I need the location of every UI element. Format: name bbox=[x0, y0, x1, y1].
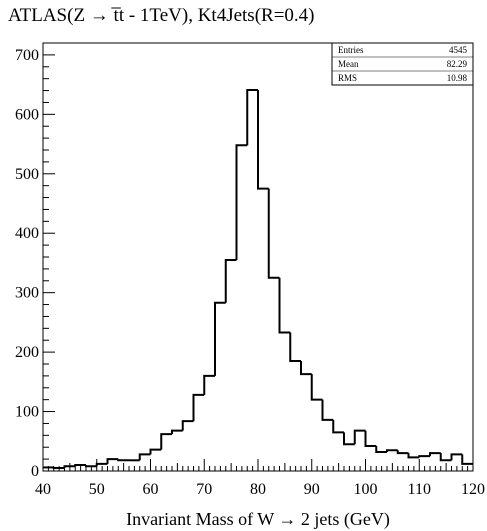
x-axis: 40 50 60 70 80 90 100 110 120 bbox=[35, 459, 485, 498]
histogram-bin bbox=[74, 464, 86, 467]
histogram-bin bbox=[278, 277, 291, 334]
histogram-bin bbox=[289, 332, 301, 363]
histogram-bin bbox=[364, 430, 377, 448]
x-tick-label: 50 bbox=[89, 481, 105, 498]
histogram-bin bbox=[95, 462, 108, 467]
y-tick-label: 600 bbox=[15, 106, 39, 123]
histogram-bin bbox=[450, 453, 463, 461]
y-tick-label: 200 bbox=[15, 344, 39, 361]
histogram-bin bbox=[171, 429, 183, 435]
histogram-bin bbox=[235, 144, 248, 260]
stats-mean-value: 82.29 bbox=[447, 59, 468, 69]
histogram-bin bbox=[246, 88, 258, 146]
histogram-bin bbox=[149, 448, 162, 455]
histogram-bin bbox=[418, 455, 430, 458]
histogram-bin bbox=[396, 450, 409, 455]
stats-rms-label: RMS bbox=[338, 73, 357, 83]
histogram-bin bbox=[353, 429, 366, 445]
histogram-bin bbox=[332, 419, 344, 434]
histogram-bin bbox=[300, 361, 312, 376]
histogram-bin bbox=[321, 399, 334, 421]
histogram-bin bbox=[407, 453, 420, 459]
stats-mean-label: Mean bbox=[338, 59, 359, 69]
histogram-bin bbox=[203, 374, 215, 395]
stats-box: Entries 4545 Mean 82.29 RMS 10.98 bbox=[331, 42, 474, 86]
x-tick-label: 90 bbox=[304, 481, 320, 498]
histogram-bin bbox=[106, 458, 119, 464]
histogram-bin bbox=[310, 374, 323, 401]
y-tick-label: 700 bbox=[15, 47, 39, 64]
x-tick-label: 100 bbox=[354, 481, 378, 498]
histogram-bin bbox=[117, 459, 129, 462]
histogram-bin bbox=[429, 452, 441, 457]
histogram-bin bbox=[461, 454, 473, 465]
histogram-bin bbox=[138, 453, 151, 461]
histogram-bin bbox=[257, 89, 269, 190]
y-tick-label: 300 bbox=[15, 285, 39, 302]
histogram-bars bbox=[43, 88, 473, 470]
histogram-bin bbox=[160, 433, 172, 450]
histogram-bin bbox=[386, 449, 398, 452]
x-tick-label: 40 bbox=[35, 481, 51, 498]
histogram-bin bbox=[224, 258, 237, 303]
histogram-bin bbox=[343, 432, 355, 446]
stats-entries-label: Entries bbox=[338, 45, 364, 55]
stats-rms-value: 10.98 bbox=[447, 73, 468, 83]
histogram-bin bbox=[214, 301, 226, 376]
x-tick-label: 120 bbox=[461, 481, 485, 498]
x-axis-label: Invariant Mass of W → 2 jets (GeV) bbox=[126, 509, 390, 530]
y-tick-label: 0 bbox=[31, 463, 39, 480]
x-tick-label: 80 bbox=[250, 481, 266, 498]
histogram-bin bbox=[439, 453, 452, 462]
x-tick-label: 70 bbox=[196, 481, 212, 498]
histogram-bin bbox=[375, 446, 387, 453]
y-tick-label: 100 bbox=[15, 404, 39, 421]
histogram-bin bbox=[181, 420, 194, 431]
x-tick-label: 110 bbox=[408, 481, 431, 498]
chart-title: ATLAS(Z → t̅t - 1TeV), Kt4Jets(R=0.4) bbox=[8, 5, 315, 26]
stats-entries-value: 4545 bbox=[449, 45, 468, 55]
x-tick-label: 60 bbox=[143, 481, 159, 498]
y-axis: 0 100 200 300 400 500 600 700 bbox=[15, 42, 55, 480]
histogram-bin bbox=[267, 188, 280, 279]
stats-box-frame bbox=[331, 42, 474, 86]
y-tick-label: 500 bbox=[15, 166, 39, 183]
y-tick-label: 400 bbox=[15, 225, 39, 242]
histogram-bin bbox=[192, 393, 205, 422]
